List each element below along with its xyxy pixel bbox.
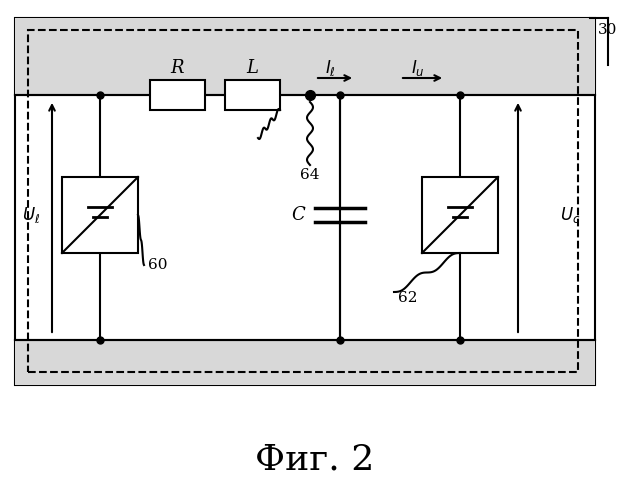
Text: R: R [170, 59, 184, 77]
Bar [150, 80, 205, 110]
Text: L: L [246, 59, 258, 77]
Text: C: C [291, 206, 305, 224]
Text: 64: 64 [301, 168, 320, 182]
Text: 30: 30 [598, 23, 617, 37]
Bar [422, 177, 498, 253]
Text: Фиг. 2: Фиг. 2 [255, 443, 375, 477]
Text: $I_\ell$: $I_\ell$ [324, 58, 336, 78]
Text: 62: 62 [398, 291, 418, 305]
Text: $I_u$: $I_u$ [411, 58, 425, 78]
Text: 60: 60 [148, 258, 168, 272]
Bar [15, 18, 595, 385]
Bar [62, 177, 138, 253]
Text: $U_\ell$: $U_\ell$ [22, 205, 40, 225]
Bar [15, 340, 595, 385]
Text: $U_c$: $U_c$ [560, 205, 580, 225]
Bar [15, 18, 595, 95]
Bar [225, 80, 280, 110]
Bar [28, 30, 578, 372]
